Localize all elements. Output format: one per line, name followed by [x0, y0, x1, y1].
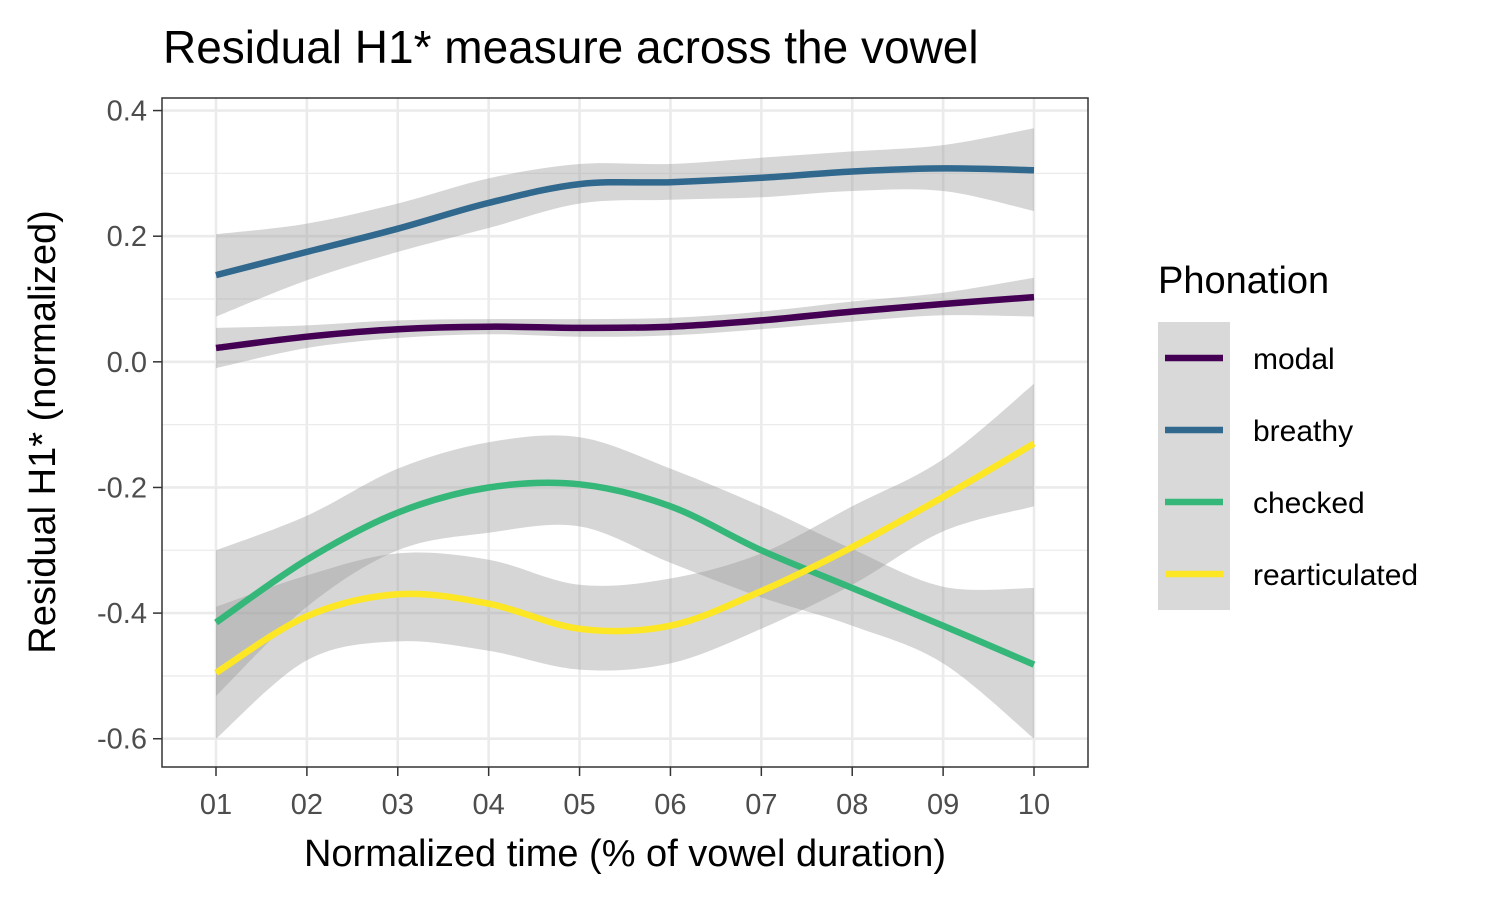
x-axis: 01 02 03 04 05 06 07 08 09 10 [200, 767, 1050, 821]
plot-panel-border [161, 97, 1089, 768]
ribbon-rearticulated [216, 383, 1034, 739]
x-tick-label: 03 [382, 789, 414, 821]
legend-label-checked: checked [1253, 487, 1365, 520]
legend-label-rearticulated: rearticulated [1253, 559, 1418, 592]
series-lines [214, 165, 1036, 676]
legend-label-breathy: breathy [1253, 415, 1353, 448]
grid [162, 98, 1088, 767]
chart-title: Residual H1* measure across the vowel [163, 21, 979, 73]
ribbon-checked [216, 435, 1034, 739]
y-tick-label: -0.2 [97, 472, 147, 504]
legend: Phonation modal breathy checked rearticulat… [1158, 260, 1418, 610]
y-tick-label: 0.2 [107, 221, 147, 253]
line-breathy [215, 165, 1035, 279]
x-axis-title: Normalized time (% of vowel duration) [304, 833, 946, 875]
x-tick-label: 10 [1018, 789, 1050, 821]
ribbon-breathy [216, 128, 1034, 317]
line-checked [214, 479, 1036, 668]
y-tick-label: -0.6 [97, 724, 147, 756]
y-tick-label: 0.0 [107, 347, 147, 379]
x-tick-label: 09 [927, 789, 959, 821]
y-axis-title: Residual H1* (normalized) [22, 210, 64, 654]
legend-label-modal: modal [1253, 343, 1335, 376]
x-tick-label: 07 [745, 789, 777, 821]
x-tick-label: 04 [473, 789, 505, 821]
y-tick-label: -0.4 [97, 598, 147, 630]
line-modal [215, 293, 1035, 352]
y-axis: 0.4 0.2 0.0 -0.2 -0.4 -0.6 [97, 96, 162, 756]
x-tick-label: 01 [200, 789, 232, 821]
x-tick-label: 02 [291, 789, 323, 821]
legend-title: Phonation [1158, 260, 1329, 302]
x-tick-label: 06 [654, 789, 686, 821]
confidence-ribbons [216, 128, 1034, 739]
line-rearticulated [214, 440, 1036, 676]
y-tick-label: 0.4 [107, 96, 147, 128]
x-tick-label: 08 [836, 789, 868, 821]
legend-key-background [1158, 322, 1230, 610]
ribbon-modal [216, 277, 1034, 369]
x-tick-label: 05 [563, 789, 595, 821]
